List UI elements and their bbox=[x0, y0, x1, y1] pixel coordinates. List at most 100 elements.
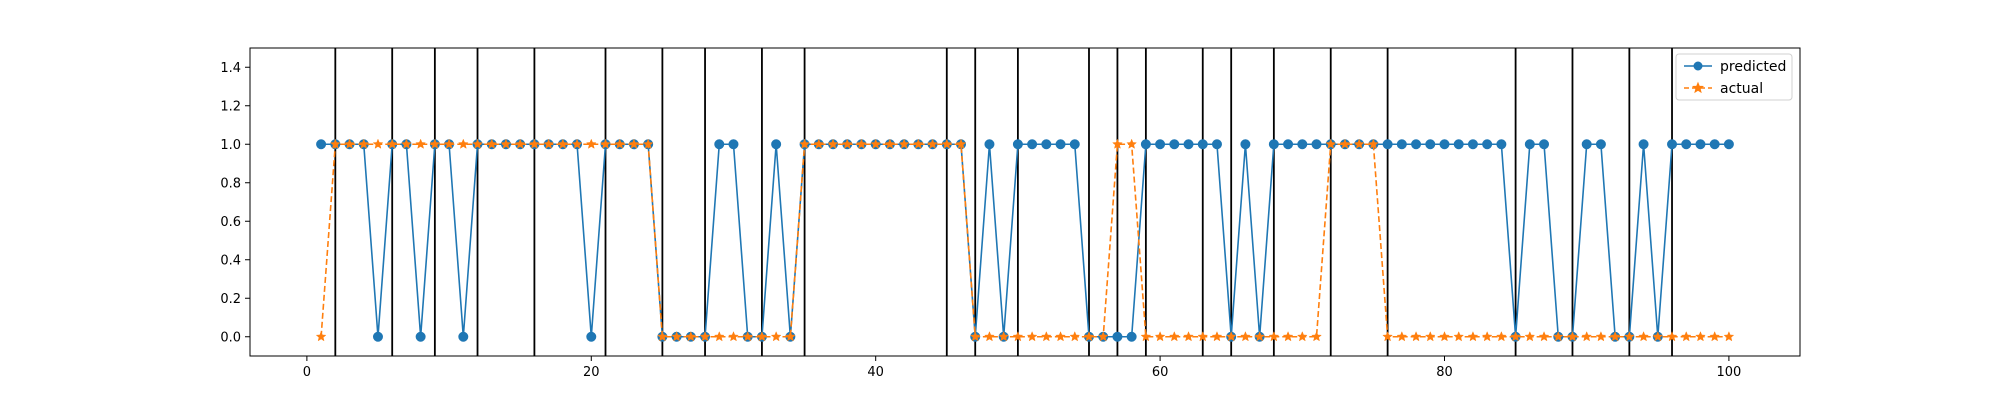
data-point-actual bbox=[1595, 331, 1607, 342]
data-point-actual bbox=[1439, 331, 1450, 342]
data-point-predicted bbox=[1681, 139, 1692, 150]
data-point-actual bbox=[1083, 331, 1095, 342]
data-point-actual bbox=[1197, 331, 1209, 342]
data-point-actual bbox=[315, 331, 327, 342]
data-point-predicted bbox=[1041, 139, 1052, 150]
data-point-actual bbox=[1495, 331, 1507, 342]
data-point-predicted bbox=[728, 139, 739, 150]
data-point-predicted bbox=[1581, 139, 1592, 150]
data-point-actual bbox=[984, 331, 995, 342]
vertical-lines bbox=[334, 48, 1673, 356]
data-point-actual bbox=[443, 138, 455, 149]
data-point-predicted bbox=[1439, 139, 1450, 150]
data-point-actual bbox=[1695, 331, 1706, 342]
x-tick-label: 60 bbox=[1152, 365, 1169, 380]
data-point-predicted bbox=[1211, 139, 1222, 150]
x-tick-label: 100 bbox=[1716, 365, 1741, 380]
series-line-actual bbox=[320, 143, 1729, 338]
data-point-predicted bbox=[714, 139, 725, 150]
data-point-predicted bbox=[458, 331, 469, 342]
series-line-predicted bbox=[321, 143, 1729, 338]
data-point-actual bbox=[1126, 138, 1138, 149]
data-point-actual bbox=[998, 331, 1010, 342]
data-point-actual bbox=[1311, 331, 1322, 342]
data-point-predicted bbox=[1297, 139, 1308, 150]
data-point-actual bbox=[756, 331, 768, 342]
data-point-actual bbox=[841, 138, 853, 149]
data-point-predicted bbox=[771, 139, 782, 150]
data-point-actual bbox=[1723, 331, 1735, 342]
data-point-actual bbox=[1623, 331, 1635, 342]
data-point-predicted bbox=[1283, 139, 1294, 150]
data-point-actual bbox=[472, 138, 483, 149]
data-point-actual bbox=[1183, 331, 1194, 342]
series-layer bbox=[315, 138, 1735, 342]
data-point-predicted bbox=[1667, 139, 1678, 150]
data-point-predicted bbox=[1382, 139, 1393, 150]
data-point-predicted bbox=[1311, 139, 1322, 150]
data-point-actual bbox=[1510, 331, 1521, 342]
data-point-actual bbox=[543, 138, 555, 149]
data-point-predicted bbox=[1482, 139, 1493, 150]
legend-label-actual: actual bbox=[1720, 81, 1763, 97]
data-point-actual bbox=[1382, 331, 1394, 342]
data-point-actual bbox=[955, 138, 967, 149]
legend-marker-actual bbox=[1691, 81, 1705, 94]
data-point-actual bbox=[1552, 331, 1564, 342]
data-point-actual bbox=[1467, 331, 1479, 342]
data-point-actual bbox=[1339, 138, 1351, 149]
data-point-actual bbox=[600, 138, 611, 149]
data-point-predicted bbox=[1425, 139, 1436, 150]
data-point-actual bbox=[1680, 331, 1692, 342]
data-point-predicted bbox=[1055, 139, 1066, 150]
data-point-actual bbox=[1055, 331, 1066, 342]
y-tick-label: 1.2 bbox=[220, 99, 241, 114]
data-point-actual bbox=[1296, 331, 1308, 342]
data-point-actual bbox=[1567, 331, 1578, 342]
data-point-actual bbox=[1609, 331, 1621, 342]
legend-marker-predicted bbox=[1693, 61, 1703, 71]
data-point-actual bbox=[1168, 331, 1180, 342]
data-point-predicted bbox=[316, 139, 327, 150]
data-point-predicted bbox=[1169, 139, 1180, 150]
data-point-actual bbox=[927, 138, 938, 149]
data-point-actual bbox=[358, 138, 370, 149]
data-point-actual bbox=[585, 138, 597, 149]
data-point-actual bbox=[457, 138, 469, 149]
data-point-actual bbox=[699, 331, 711, 342]
data-point-predicted bbox=[1112, 331, 1123, 342]
data-point-actual bbox=[372, 138, 384, 149]
data-point-actual bbox=[1240, 331, 1251, 342]
data-point-actual bbox=[713, 331, 725, 342]
x-tick-label: 80 bbox=[1436, 365, 1453, 380]
data-point-predicted bbox=[1012, 139, 1023, 150]
data-point-actual bbox=[1353, 138, 1365, 149]
data-point-actual bbox=[344, 138, 355, 149]
data-point-actual bbox=[799, 138, 810, 149]
legend-label-predicted: predicted bbox=[1720, 59, 1786, 75]
data-point-actual bbox=[941, 138, 953, 149]
data-point-actual bbox=[1410, 331, 1422, 342]
data-point-predicted bbox=[1709, 139, 1720, 150]
data-point-actual bbox=[1666, 331, 1678, 342]
data-point-actual bbox=[1652, 331, 1664, 342]
data-point-actual bbox=[1012, 331, 1024, 342]
data-point-actual bbox=[1254, 331, 1266, 342]
data-point-actual bbox=[813, 138, 825, 149]
data-point-actual bbox=[614, 138, 626, 149]
data-point-actual bbox=[1097, 331, 1109, 342]
data-point-actual bbox=[742, 331, 754, 342]
data-point-actual bbox=[1268, 331, 1280, 342]
data-point-actual bbox=[500, 138, 512, 149]
data-point-predicted bbox=[1411, 139, 1422, 150]
data-point-predicted bbox=[1197, 139, 1208, 150]
data-point-actual bbox=[671, 331, 682, 342]
y-tick-label: 0.0 bbox=[220, 330, 241, 345]
data-point-actual bbox=[1453, 331, 1465, 342]
data-point-actual bbox=[656, 331, 668, 342]
data-point-actual bbox=[514, 138, 526, 149]
data-point-predicted bbox=[1069, 139, 1080, 150]
data-point-actual bbox=[1524, 331, 1536, 342]
